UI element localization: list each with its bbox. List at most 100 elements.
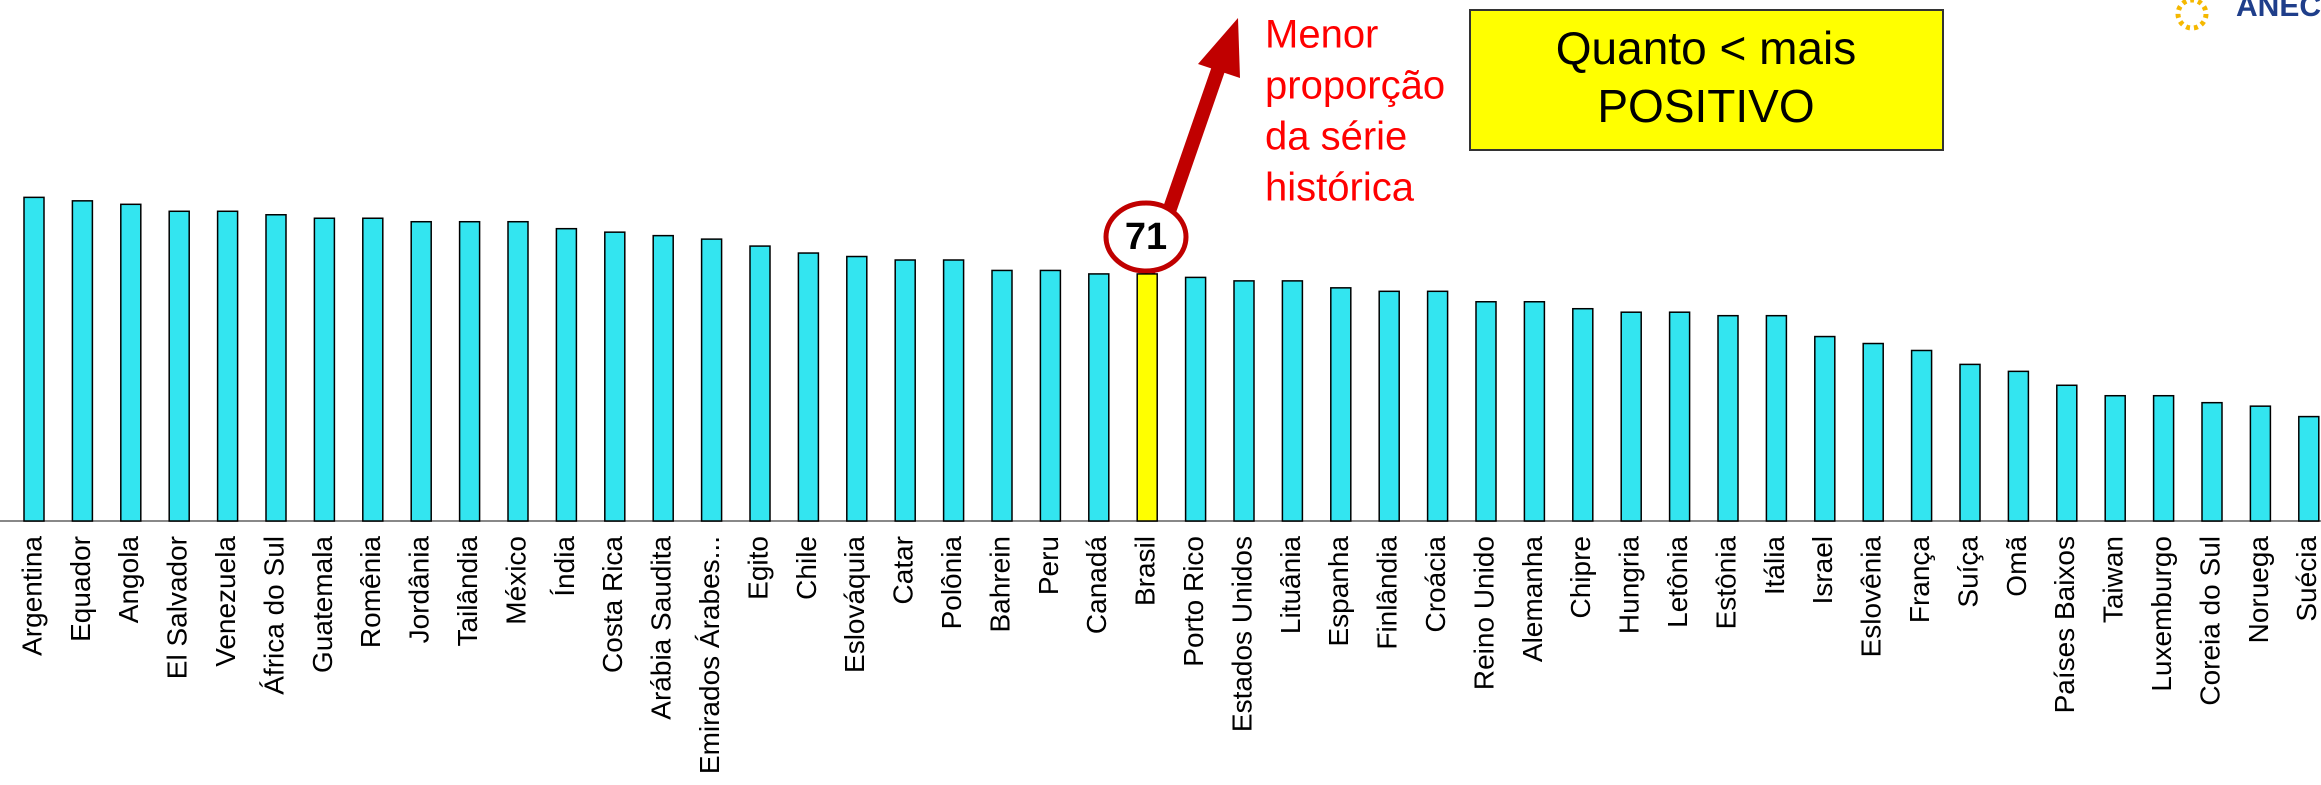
x-tick-label: Arábia Saudita <box>646 536 677 720</box>
bar <box>410 220 432 522</box>
bar <box>1572 307 1594 522</box>
bar <box>797 252 820 522</box>
bar <box>2056 384 2078 522</box>
logo: ANEC <box>2236 0 2321 23</box>
x-tick-label: Estados Unidos <box>1226 536 1257 732</box>
x-tick-label: Brasil <box>1130 536 1161 606</box>
bar <box>942 259 965 522</box>
x-tick-label: Egito <box>742 536 773 600</box>
x-tick-label: Chile <box>791 536 822 600</box>
x-tick-label: Índia <box>549 536 580 597</box>
x-tick-label: Lituânia <box>1275 536 1306 635</box>
x-tick-label: Reino Unido <box>1468 536 1499 690</box>
value-circle <box>1103 200 1189 274</box>
note-text: POSITIVO <box>1597 80 1814 132</box>
bar <box>749 245 771 522</box>
bar <box>168 210 190 522</box>
annotation: proporção <box>1265 64 1445 108</box>
x-tick-label: Suíça <box>1952 536 1983 608</box>
x-tick-label: Alemanha <box>1517 536 1548 663</box>
logo-icon <box>2175 0 2209 31</box>
bar <box>1039 269 1062 522</box>
x-tick-label: Jordânia <box>404 536 435 644</box>
bar <box>1475 301 1497 522</box>
note-text: Quanto < mais <box>1556 22 1856 74</box>
x-tick-label: Finlândia <box>1372 536 1403 650</box>
bar <box>1959 363 1981 522</box>
arrow-head <box>1198 18 1240 78</box>
bar <box>1184 276 1207 522</box>
x-tick-label: Taiwan <box>2098 536 2129 623</box>
x-tick-label: Estônia <box>1710 536 1741 630</box>
x-tick-label: Eslovênia <box>1856 536 1887 658</box>
x-tick-label: Países Baixos <box>2049 536 2080 713</box>
bar <box>2249 405 2272 522</box>
bar <box>1426 290 1449 522</box>
bar <box>846 255 868 522</box>
bar <box>23 196 45 522</box>
x-tick-label: África do Sul <box>258 536 289 695</box>
bar <box>362 217 384 522</box>
x-tick-label: Catar <box>888 536 919 604</box>
x-tick-label: Eslováquia <box>839 536 870 673</box>
x-tick-label: Venezuela <box>210 536 241 667</box>
annotation: Menor <box>1265 13 1378 57</box>
x-tick-label: França <box>1904 536 1935 624</box>
bar <box>604 231 626 522</box>
bar <box>2007 370 2030 522</box>
bar <box>2104 394 2126 522</box>
bar <box>1233 280 1255 522</box>
x-tick-label: Canadá <box>1081 536 1112 635</box>
bar <box>1088 273 1110 522</box>
note-box <box>1469 9 1944 151</box>
x-tick-label: Itália <box>1759 536 1790 596</box>
bar <box>1620 311 1642 522</box>
bar <box>71 200 94 522</box>
bar <box>507 220 529 522</box>
x-tick-label: Porto Rico <box>1178 536 1209 667</box>
x-tick-label: Costa Rica <box>597 536 628 673</box>
x-tick-label: Omã <box>2001 536 2032 597</box>
bar <box>313 217 336 522</box>
bar <box>2201 401 2223 522</box>
value-label: 71 <box>1125 216 1167 258</box>
annotation: histórica <box>1265 166 1415 210</box>
bar <box>1378 290 1400 522</box>
x-tick-label: Luxemburgo <box>2146 536 2177 692</box>
x-tick-label: Israel <box>1807 536 1838 604</box>
bar <box>1523 301 1546 522</box>
bar <box>700 238 723 522</box>
bar <box>1330 287 1352 522</box>
bar <box>265 214 287 522</box>
x-tick-label: Polônia <box>936 536 967 630</box>
bar <box>1765 314 1788 522</box>
bar <box>555 227 578 522</box>
x-tick-label: Hungria <box>1614 536 1645 634</box>
bar <box>1136 273 1158 522</box>
bar <box>2152 394 2175 522</box>
x-tick-label: Angola <box>113 536 144 624</box>
bar <box>1862 342 1884 522</box>
bar <box>652 234 674 522</box>
x-tick-label: Romênia <box>355 536 386 648</box>
x-tick-label: Coreia do Sul <box>2194 536 2225 706</box>
x-tick-label: Letônia <box>1662 536 1693 628</box>
bar <box>1717 314 1739 522</box>
x-tick-label: Tailândia <box>452 536 483 647</box>
annotation: da série <box>1265 115 1407 159</box>
bar <box>1668 311 1691 522</box>
x-tick-label: Argentina <box>16 536 47 656</box>
bar <box>216 210 239 522</box>
x-tick-label: Croácia <box>1420 536 1451 633</box>
bar <box>458 220 481 522</box>
x-tick-label: Equador <box>65 536 96 642</box>
x-tick-label: Peru <box>1033 536 1064 595</box>
bar <box>120 203 142 522</box>
x-tick-label: Suécia <box>2291 536 2321 622</box>
x-tick-label: Espanha <box>1323 536 1354 647</box>
bar <box>1281 280 1304 522</box>
bar <box>991 269 1013 522</box>
x-tick-label: Chipre <box>1565 536 1596 618</box>
x-tick-label: Noruega <box>2243 536 2274 644</box>
